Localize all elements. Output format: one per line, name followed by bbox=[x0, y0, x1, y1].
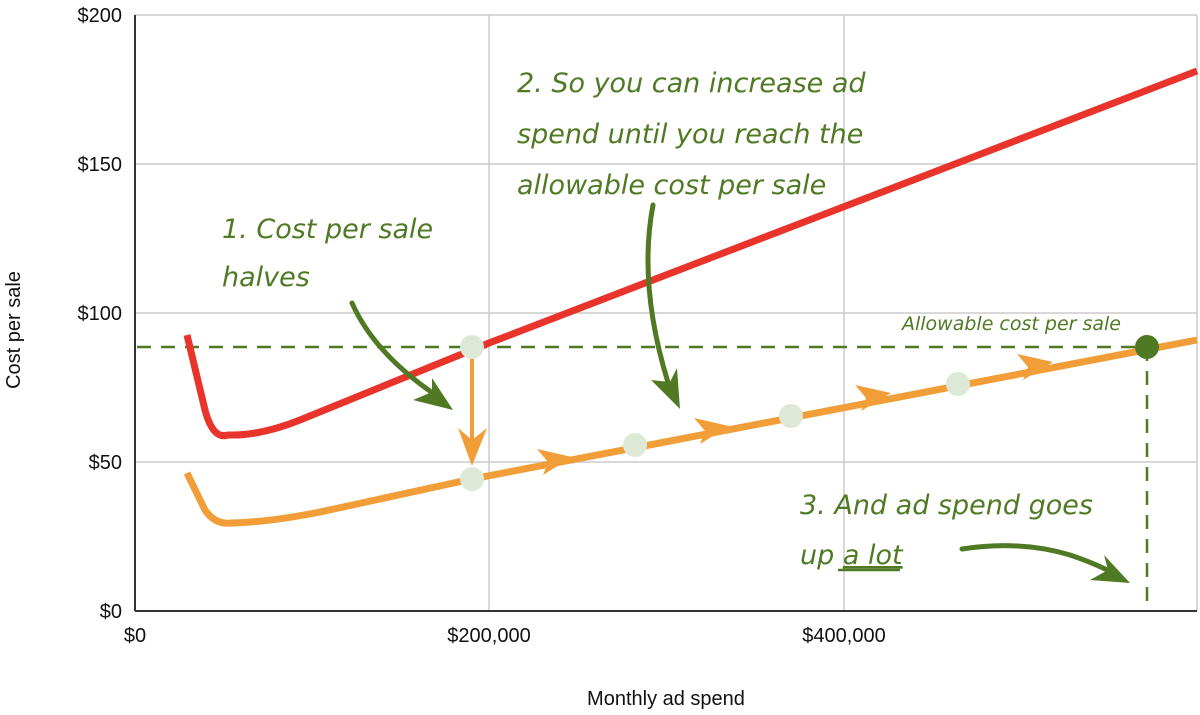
marker-after-point bbox=[460, 467, 484, 491]
arrowhead-icon bbox=[694, 418, 729, 444]
note2-arrowhead-icon bbox=[651, 368, 680, 409]
marker-before-point bbox=[460, 335, 484, 359]
x-axis-title: Monthly ad spend bbox=[587, 688, 745, 710]
gridlines bbox=[135, 14, 1198, 611]
note3-prefix: up bbox=[800, 540, 843, 571]
x-tick-400000: $400,000 bbox=[802, 625, 885, 647]
note3-arrow bbox=[959, 543, 1123, 580]
halving-arrow-head-icon bbox=[458, 428, 487, 466]
y-tick-100: $100 bbox=[78, 303, 123, 325]
note1-line2: halves bbox=[222, 262, 310, 293]
note1-line1: 1. Cost per sale bbox=[222, 214, 433, 245]
series-before-line bbox=[183, 67, 1199, 440]
target-point bbox=[1135, 335, 1159, 359]
note2-arrow bbox=[645, 202, 675, 398]
series-after-line bbox=[183, 336, 1198, 527]
y-tick-200: $200 bbox=[78, 5, 123, 27]
note3-line1: 3. And ad spend goes bbox=[800, 490, 1093, 521]
arrowhead-icon bbox=[855, 385, 891, 411]
marker-point bbox=[946, 372, 970, 396]
annotation-arrows bbox=[349, 202, 1123, 580]
note3-line2: up a lot bbox=[800, 540, 904, 571]
direction-arrows bbox=[537, 354, 1053, 475]
annotation-arrowheads bbox=[413, 368, 1130, 583]
note3-arrowhead-icon bbox=[1090, 555, 1130, 583]
note3-emphasis: a lot bbox=[843, 540, 904, 571]
ref-line-label: Allowable cost per sale bbox=[900, 313, 1121, 335]
y-tick-0: $0 bbox=[100, 601, 122, 623]
x-tick-200000: $200,000 bbox=[447, 625, 530, 647]
note1-arrow bbox=[349, 300, 443, 401]
marker-point bbox=[779, 404, 803, 428]
x-tick-0: $0 bbox=[124, 625, 146, 647]
y-axis-title: Cost per sale bbox=[3, 271, 25, 389]
markers bbox=[460, 335, 970, 491]
note2-line3: allowable cost per sale bbox=[517, 170, 826, 201]
note1-arrowhead-icon bbox=[413, 378, 453, 410]
note2-line2: spend until you reach the bbox=[517, 119, 863, 150]
marker-point bbox=[623, 433, 647, 457]
y-tick-150: $150 bbox=[78, 154, 123, 176]
note2-line1: 2. So you can increase ad bbox=[517, 68, 866, 99]
y-tick-50: $50 bbox=[89, 452, 122, 474]
arrowhead-icon bbox=[537, 449, 572, 475]
axes bbox=[134, 15, 1197, 612]
arrowhead-icon bbox=[1017, 354, 1053, 380]
